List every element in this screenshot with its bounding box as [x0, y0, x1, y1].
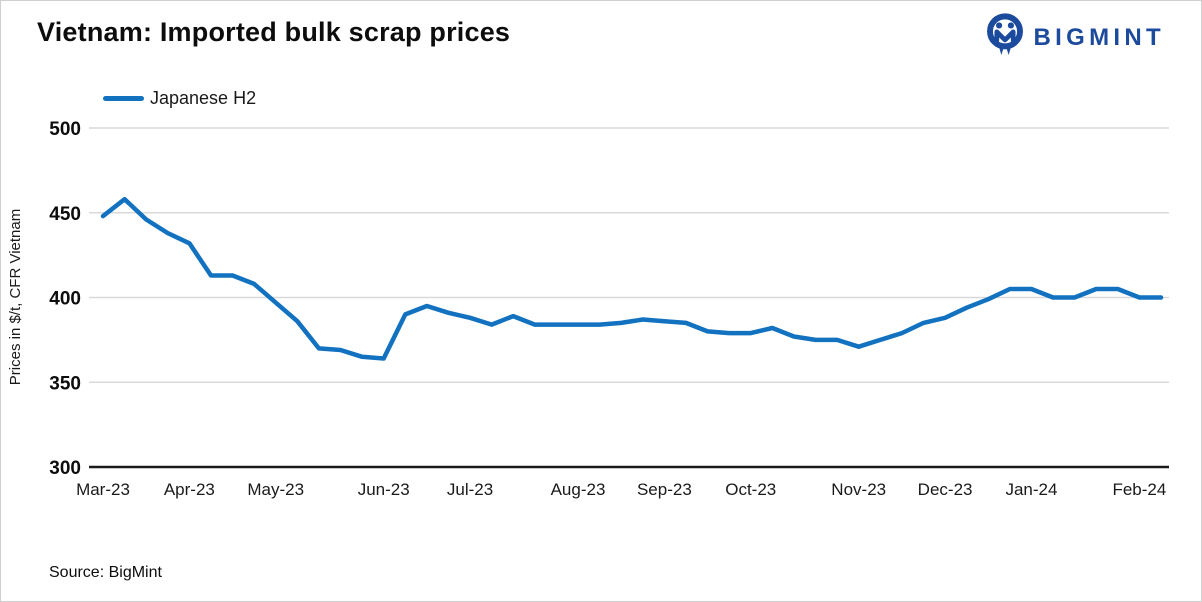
y-tick-label: 400	[49, 289, 81, 310]
legend-series-label: Japanese H2	[150, 88, 257, 108]
x-tick-label: Apr-23	[164, 480, 215, 499]
source-caption: Source: BigMint	[49, 564, 162, 581]
x-tick-label: Nov-23	[831, 480, 886, 499]
bigmint-logo-text: BIGMINT	[1033, 23, 1165, 51]
chart-legend: Japanese H2	[103, 88, 256, 109]
page-title: Vietnam: Imported bulk scrap prices	[37, 17, 511, 47]
x-tick-label: Oct-23	[725, 480, 776, 499]
x-tick-label: Feb-24	[1112, 480, 1166, 499]
legend-line-swatch	[103, 96, 144, 101]
y-tick-label: 300	[49, 458, 81, 479]
x-tick-label: Mar-23	[76, 480, 130, 499]
x-tick-label: Aug-23	[551, 480, 606, 499]
y-tick-label: 450	[49, 204, 81, 225]
x-tick-label: May-23	[247, 480, 304, 499]
x-tick-label: Jun-23	[358, 480, 410, 499]
x-tick-label: Sep-23	[637, 480, 692, 499]
bigmint-logo-icon	[985, 12, 1025, 63]
x-tick-label: Jul-23	[447, 480, 493, 499]
y-tick-label: 350	[49, 373, 81, 394]
y-tick-label: 500	[49, 119, 81, 140]
x-tick-label: Dec-23	[918, 480, 973, 499]
x-tick-label: Jan-24	[1005, 480, 1057, 499]
japanese-h2-price-line	[100, 196, 1164, 361]
bigmint-logo: BIGMINT	[985, 12, 1165, 63]
